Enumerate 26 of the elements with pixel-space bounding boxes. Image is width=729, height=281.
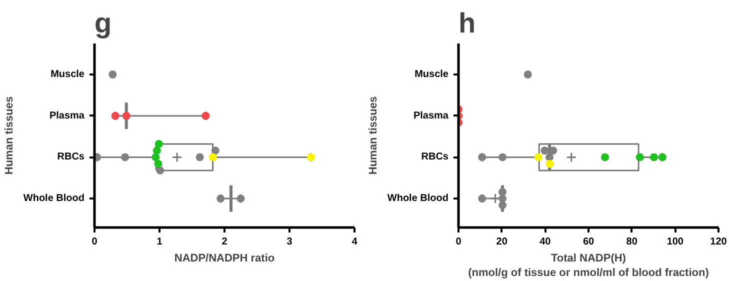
x-tick-label: 20 xyxy=(496,236,508,248)
x-tick-label: 120 xyxy=(710,236,728,248)
x-tick-label: 2 xyxy=(222,236,228,248)
y-tick-label: RBCs xyxy=(421,152,449,163)
x-tick-label: 40 xyxy=(540,236,552,248)
y-tick-label: Whole Blood xyxy=(387,193,449,204)
x-tick-label: 80 xyxy=(626,236,638,248)
x-tick-label: 4 xyxy=(352,236,358,248)
x-axis-title: Total NADP(H) (nmol/g of tissue or nmol/ml of blood fraction) xyxy=(468,252,710,279)
chart-title: h xyxy=(458,8,476,38)
chart-title: g xyxy=(94,8,112,38)
y-axis-title: Human tissues xyxy=(367,96,380,175)
x-tick-label: 0 xyxy=(456,236,462,248)
y-tick-label: Muscle xyxy=(414,69,449,80)
y-tick-label: Plasma xyxy=(49,110,85,122)
x-tick-label: 100 xyxy=(666,236,684,248)
x-tick-label: 60 xyxy=(582,236,594,248)
y-tick-label: Muscle xyxy=(50,69,85,80)
y-tick-label: Whole Blood xyxy=(23,193,85,204)
y-tick-label: Plasma xyxy=(413,110,449,122)
x-tick-label: 0 xyxy=(92,236,98,248)
x-tick-label: 3 xyxy=(286,236,293,248)
y-tick-label: RBCs xyxy=(57,152,85,163)
y-axis-title: Human tissues xyxy=(3,96,16,175)
x-tick-label: 1 xyxy=(156,236,163,248)
x-axis-title: NADP/NADPH ratio xyxy=(174,252,275,264)
